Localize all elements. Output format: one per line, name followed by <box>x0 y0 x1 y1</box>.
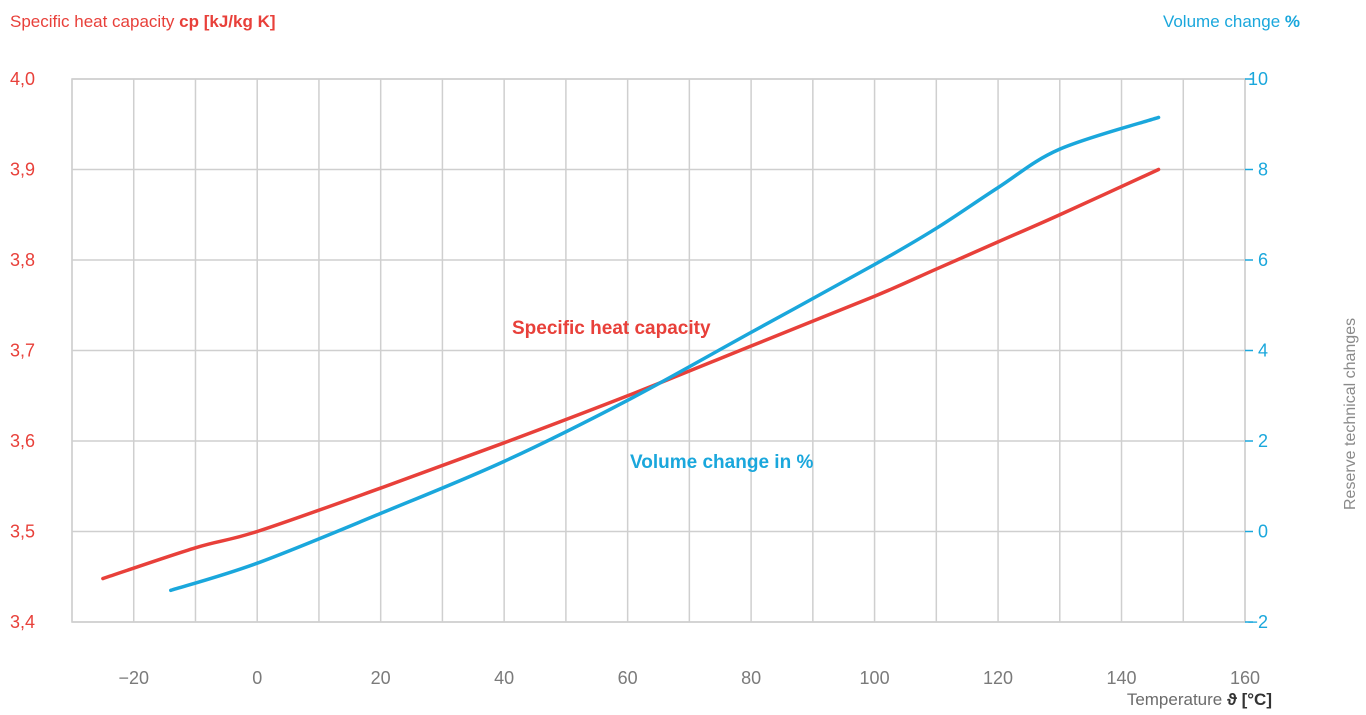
right-tick-label: 6 <box>1258 250 1268 270</box>
left-tick-label: 3,8 <box>10 250 35 270</box>
x-tick-label: 100 <box>860 668 890 688</box>
left-axis-title: Specific heat capacity cp [kJ/kg K] <box>10 12 276 32</box>
x-tick-label: 0 <box>252 668 262 688</box>
right-axis-title-prefix: Volume change <box>1162 12 1285 31</box>
x-tick-label: 120 <box>983 668 1013 688</box>
x-tick-label: 40 <box>494 668 514 688</box>
left-axis-title-symbol: cp [kJ/kg K] <box>179 12 276 31</box>
right-axis-title-symbol: % <box>1284 12 1300 31</box>
right-tick-label: 2 <box>1258 431 1268 451</box>
left-tick-label: 4,0 <box>10 69 35 89</box>
left-tick-label: 3,6 <box>10 431 35 451</box>
left-tick-label: 3,5 <box>10 522 35 542</box>
left-tick-label: 3,7 <box>10 341 35 361</box>
x-tick-label: 60 <box>618 668 638 688</box>
right-tick-label: 10 <box>1248 69 1268 89</box>
chart-series-labels: Specific heat capacity Volume change in … <box>512 318 813 473</box>
chart-grid <box>71 78 1246 623</box>
right-tick-label: 4 <box>1258 341 1268 361</box>
x-tick-label: 140 <box>1107 668 1137 688</box>
left-tick-label: 3,9 <box>10 160 35 180</box>
left-tick-label: 3,4 <box>10 612 35 632</box>
left-axis-title-prefix: Specific heat capacity <box>10 12 180 31</box>
right-tick-label: 8 <box>1258 160 1268 180</box>
series-label-heat-capacity: Specific heat capacity <box>512 318 711 339</box>
x-axis-title-prefix: Temperature <box>1126 690 1227 709</box>
right-tick-label: −2 <box>1247 612 1268 632</box>
series-label-volume-change: Volume change in % <box>630 452 813 473</box>
x-axis-title-symbol: ϑ [°C] <box>1226 690 1272 709</box>
series-line-heat-capacity <box>101 167 1161 581</box>
series-line-volume-change <box>169 115 1161 593</box>
x-tick-label: 80 <box>741 668 761 688</box>
x-axis-title: Temperature ϑ [°C] <box>1127 690 1272 710</box>
x-tick-label: 20 <box>371 668 391 688</box>
right-tick-label: 0 <box>1258 522 1268 542</box>
x-tick-label: −20 <box>118 668 149 688</box>
chart-lines <box>101 115 1161 593</box>
x-tick-label: 160 <box>1230 668 1260 688</box>
right-axis-title: Volume change % <box>1163 12 1300 32</box>
